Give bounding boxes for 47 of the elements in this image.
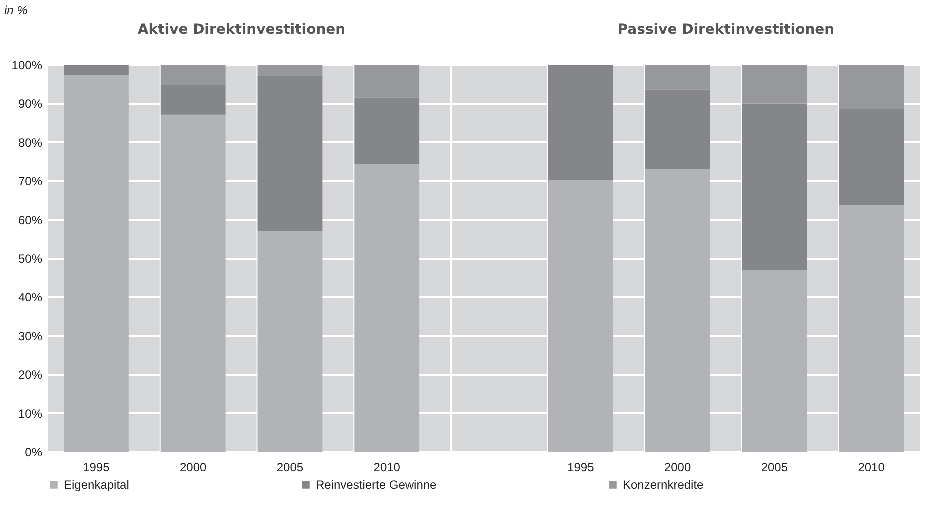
bar: [742, 104, 808, 270]
bar: [258, 76, 323, 232]
bar: [258, 231, 323, 452]
bar: [160, 114, 226, 452]
bar: [258, 65, 323, 76]
text: Passive Direktinvestitionen: [618, 22, 835, 38]
y-tick-label: 0%: [25, 446, 43, 460]
y-tick-label: 90%: [18, 97, 43, 112]
y-tick-label: 20%: [18, 368, 43, 382]
bar: [160, 65, 226, 86]
x-tick-label: 2010: [374, 460, 401, 474]
y-tick-label: 70%: [18, 174, 43, 189]
bar: [839, 205, 904, 452]
y-tick-label: 40%: [18, 290, 43, 305]
x-tick-label: 2005: [761, 460, 788, 474]
x-tick-label: 2010: [858, 460, 886, 474]
bar: [742, 270, 808, 452]
x-tick-label: 1995: [83, 460, 110, 474]
y-tick-label: 100%: [12, 58, 43, 72]
bar: [742, 65, 808, 104]
bar: [354, 65, 420, 98]
x-tick-label: 1995: [568, 460, 595, 474]
legend-label: Konzernkredite: [623, 478, 704, 492]
bar: [645, 169, 710, 452]
y-tick-label: 50%: [18, 252, 43, 266]
y-tick-label: 80%: [18, 136, 43, 150]
y-axis-title: in %: [4, 4, 28, 18]
x-tick-label: 2000: [180, 460, 208, 474]
y-tick-label: 10%: [18, 406, 43, 421]
bar: [160, 86, 226, 115]
bar: [354, 98, 420, 164]
bar: [64, 65, 129, 76]
x-tick-label: 2005: [276, 460, 304, 474]
bar: [645, 90, 710, 170]
bar: [354, 164, 420, 452]
legend-label: Eigenkapital: [64, 478, 130, 492]
text: Aktive Direktinvestitionen: [138, 22, 346, 38]
legend-label: Reinvestierte Gewinne: [316, 478, 438, 492]
bar: [839, 109, 904, 206]
y-tick-label: 30%: [18, 329, 43, 344]
bar: [548, 180, 614, 452]
x-tick-label: 2000: [664, 460, 692, 474]
y-tick-label: 60%: [18, 213, 43, 228]
bar: [64, 75, 129, 452]
bar: [839, 65, 904, 110]
bar: [548, 65, 614, 180]
bar: [645, 65, 710, 90]
